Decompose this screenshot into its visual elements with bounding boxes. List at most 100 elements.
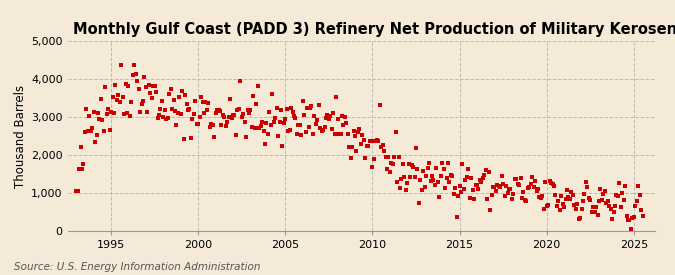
Point bbox=[244, 111, 254, 115]
Point bbox=[316, 129, 327, 133]
Point bbox=[338, 122, 349, 127]
Point bbox=[327, 126, 338, 131]
Point bbox=[463, 167, 474, 171]
Point bbox=[443, 160, 454, 165]
Point bbox=[441, 175, 452, 180]
Point bbox=[549, 184, 560, 188]
Point bbox=[348, 129, 359, 133]
Point bbox=[366, 139, 377, 143]
Point bbox=[354, 127, 364, 131]
Point bbox=[210, 110, 221, 115]
Point bbox=[410, 146, 421, 151]
Point bbox=[242, 108, 253, 112]
Point bbox=[547, 182, 558, 186]
Point bbox=[434, 194, 445, 199]
Point bbox=[264, 109, 275, 114]
Point bbox=[114, 100, 125, 104]
Point bbox=[181, 102, 192, 106]
Point bbox=[468, 197, 479, 202]
Point bbox=[501, 184, 512, 188]
Point bbox=[80, 130, 90, 134]
Point bbox=[419, 185, 430, 189]
Point bbox=[120, 81, 131, 86]
Point bbox=[628, 215, 639, 219]
Point bbox=[258, 129, 269, 133]
Point bbox=[406, 163, 417, 167]
Point bbox=[504, 187, 514, 191]
Point bbox=[235, 79, 246, 84]
Point bbox=[106, 109, 117, 114]
Point bbox=[238, 112, 248, 117]
Point bbox=[273, 134, 284, 138]
Point bbox=[399, 175, 410, 179]
Point bbox=[103, 107, 113, 111]
Point bbox=[559, 205, 570, 209]
Point bbox=[100, 84, 111, 89]
Point bbox=[521, 199, 532, 203]
Point bbox=[622, 218, 633, 222]
Point bbox=[139, 75, 150, 79]
Point bbox=[234, 106, 244, 111]
Point bbox=[589, 210, 600, 214]
Point bbox=[95, 97, 106, 101]
Point bbox=[223, 115, 234, 119]
Point bbox=[97, 118, 108, 122]
Point bbox=[415, 178, 426, 182]
Point bbox=[605, 207, 616, 211]
Point bbox=[173, 111, 184, 115]
Point bbox=[522, 186, 533, 190]
Point bbox=[553, 199, 564, 203]
Point bbox=[241, 135, 252, 140]
Text: Source: U.S. Energy Information Administration: Source: U.S. Energy Information Administ… bbox=[14, 262, 260, 272]
Point bbox=[377, 142, 388, 147]
Point bbox=[579, 191, 590, 196]
Point bbox=[231, 132, 242, 137]
Point bbox=[453, 194, 464, 198]
Point bbox=[148, 84, 159, 88]
Point bbox=[342, 132, 353, 136]
Point bbox=[357, 133, 368, 138]
Point bbox=[138, 99, 148, 104]
Point bbox=[176, 111, 186, 116]
Point bbox=[85, 128, 96, 133]
Point bbox=[611, 193, 622, 197]
Point bbox=[587, 210, 597, 215]
Point bbox=[277, 144, 288, 148]
Point bbox=[550, 192, 561, 197]
Point bbox=[495, 185, 506, 189]
Point bbox=[94, 117, 105, 122]
Point bbox=[104, 128, 115, 132]
Point bbox=[637, 214, 648, 218]
Point bbox=[161, 116, 171, 121]
Point bbox=[267, 92, 277, 96]
Point bbox=[438, 167, 449, 171]
Point bbox=[592, 213, 603, 218]
Point bbox=[246, 125, 257, 129]
Point bbox=[130, 72, 141, 77]
Point bbox=[113, 93, 124, 97]
Point bbox=[540, 180, 551, 184]
Point bbox=[190, 99, 200, 103]
Point bbox=[636, 208, 647, 212]
Point bbox=[603, 204, 614, 208]
Point bbox=[470, 183, 481, 188]
Point bbox=[475, 178, 485, 182]
Point bbox=[437, 161, 448, 165]
Point bbox=[452, 214, 462, 219]
Point bbox=[370, 138, 381, 143]
Point bbox=[81, 107, 92, 111]
Point bbox=[74, 167, 84, 171]
Point bbox=[376, 144, 387, 149]
Point bbox=[614, 181, 625, 185]
Point bbox=[476, 180, 487, 185]
Point bbox=[191, 122, 202, 126]
Point bbox=[219, 115, 230, 119]
Point bbox=[202, 108, 213, 112]
Point bbox=[165, 87, 176, 91]
Point bbox=[400, 187, 411, 192]
Point bbox=[162, 116, 173, 120]
Point bbox=[184, 106, 195, 111]
Point bbox=[472, 183, 483, 187]
Point bbox=[371, 138, 382, 142]
Point bbox=[146, 96, 157, 101]
